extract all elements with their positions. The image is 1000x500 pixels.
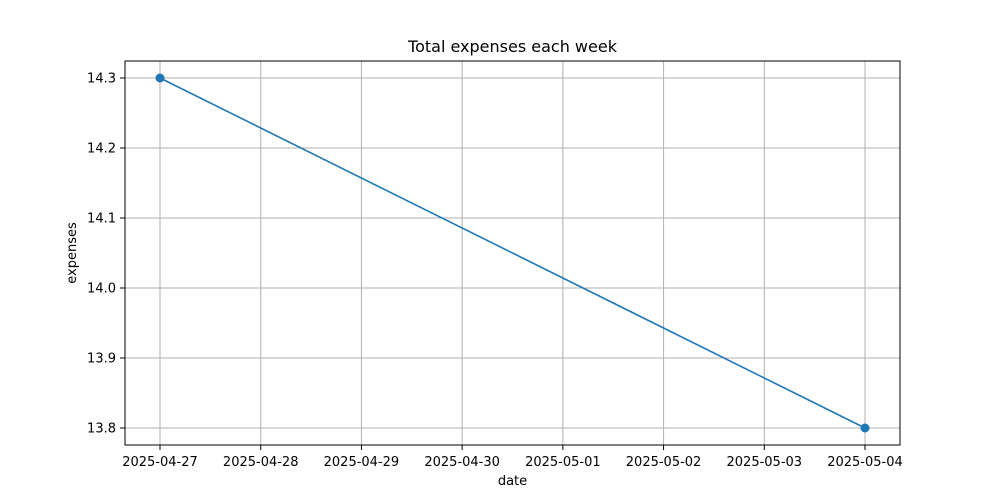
x-tick-label: 2025-04-28 [223,455,299,470]
data-point [155,73,165,83]
y-tick-label: 14.3 [87,72,116,87]
x-tick-label: 2025-04-30 [424,455,500,470]
x-tick-label: 2025-05-02 [626,455,702,470]
x-tick-label: 2025-05-04 [827,455,903,470]
x-tick-label: 2025-05-03 [727,455,803,470]
series-layer [155,73,870,433]
chart-title: Total expenses each week [407,37,618,56]
y-tick-label: 13.8 [87,422,116,437]
y-tick-label: 14.2 [87,142,116,157]
series-line [159,77,866,429]
y-tick-label: 13.9 [87,352,116,367]
x-tick-label: 2025-04-27 [122,455,198,470]
plot-frame [124,60,901,446]
y-tick-label: 14.0 [87,282,116,297]
x-tick-label: 2025-05-01 [525,455,601,470]
data-point [860,423,870,433]
axes-layer: 2025-04-27 2025-04-28 2025-04-29 2025-04-30… [87,60,903,470]
y-axis-label: expenses [65,222,80,284]
x-tick-label: 2025-04-29 [324,455,400,470]
y-tick-label: 14.1 [87,212,116,227]
grid-layer [125,61,900,445]
x-axis-label: date [498,474,527,489]
